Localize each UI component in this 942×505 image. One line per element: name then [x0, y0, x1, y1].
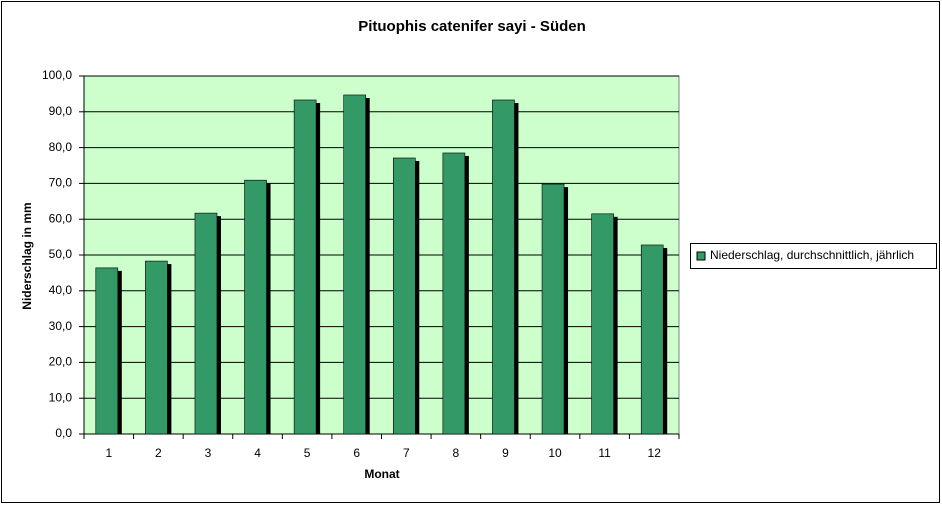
bar — [442, 152, 466, 435]
bar — [95, 267, 119, 435]
bar — [392, 157, 416, 435]
y-axis-label: Niderschlag in mm — [20, 202, 34, 309]
x-tick-label: 11 — [598, 446, 611, 460]
y-tick-label: 20,0 — [49, 355, 73, 369]
legend-box — [690, 243, 937, 269]
x-tick-label: 9 — [502, 446, 509, 460]
bar — [640, 244, 664, 435]
x-tick-label: 7 — [403, 446, 410, 460]
y-tick-label: 90,0 — [49, 104, 73, 118]
x-tick-label: 12 — [648, 446, 662, 460]
bar — [492, 99, 515, 435]
bar — [591, 213, 614, 435]
bar — [343, 94, 367, 435]
y-tick-label: 10,0 — [49, 390, 73, 404]
bar — [293, 99, 317, 435]
chart-title: Pituophis catenifer sayi - Süden — [358, 18, 586, 35]
x-axis-label: Monat — [364, 467, 399, 481]
y-tick-label: 60,0 — [49, 211, 73, 225]
x-tick-label: 10 — [548, 446, 562, 460]
y-tick-label: 0,0 — [55, 426, 72, 440]
legend-label: Niederschlag, durchschnittlich, jährlich — [710, 248, 914, 262]
x-tick-label: 3 — [205, 446, 212, 460]
bar — [145, 260, 168, 435]
y-tick-label: 70,0 — [49, 176, 73, 190]
y-tick-label: 40,0 — [49, 283, 73, 297]
legend-swatch — [696, 251, 706, 261]
x-tick-label: 6 — [353, 446, 360, 460]
bar — [194, 212, 218, 435]
y-tick-label: 30,0 — [49, 319, 73, 333]
y-tick-label: 50,0 — [49, 247, 73, 261]
bar — [541, 183, 565, 435]
x-tick-label: 4 — [254, 446, 261, 460]
x-tick-label: 1 — [105, 446, 112, 460]
bar — [244, 179, 267, 435]
x-tick-label: 2 — [155, 446, 162, 460]
x-tick-label: 8 — [453, 446, 460, 460]
x-tick-label: 5 — [304, 446, 311, 460]
y-tick-label: 80,0 — [49, 140, 73, 154]
y-tick-label: 100,0 — [42, 68, 72, 82]
